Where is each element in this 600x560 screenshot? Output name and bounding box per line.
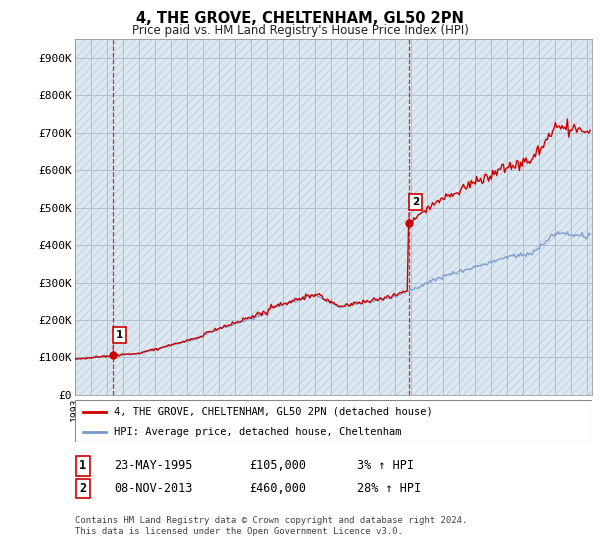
Text: 08-NOV-2013: 08-NOV-2013 <box>114 482 193 495</box>
Text: £105,000: £105,000 <box>249 459 306 473</box>
Text: 1: 1 <box>116 330 123 340</box>
Text: 3% ↑ HPI: 3% ↑ HPI <box>357 459 414 473</box>
Text: 4, THE GROVE, CHELTENHAM, GL50 2PN: 4, THE GROVE, CHELTENHAM, GL50 2PN <box>136 11 464 26</box>
Text: 4, THE GROVE, CHELTENHAM, GL50 2PN (detached house): 4, THE GROVE, CHELTENHAM, GL50 2PN (deta… <box>114 407 433 417</box>
Text: 23-MAY-1995: 23-MAY-1995 <box>114 459 193 473</box>
Text: 28% ↑ HPI: 28% ↑ HPI <box>357 482 421 495</box>
Text: £460,000: £460,000 <box>249 482 306 495</box>
Text: 2: 2 <box>412 197 419 207</box>
Text: Contains HM Land Registry data © Crown copyright and database right 2024.
This d: Contains HM Land Registry data © Crown c… <box>75 516 467 536</box>
Text: HPI: Average price, detached house, Cheltenham: HPI: Average price, detached house, Chel… <box>114 427 401 437</box>
Text: Price paid vs. HM Land Registry's House Price Index (HPI): Price paid vs. HM Land Registry's House … <box>131 24 469 36</box>
Text: 2: 2 <box>79 482 86 495</box>
Text: 1: 1 <box>79 459 86 473</box>
